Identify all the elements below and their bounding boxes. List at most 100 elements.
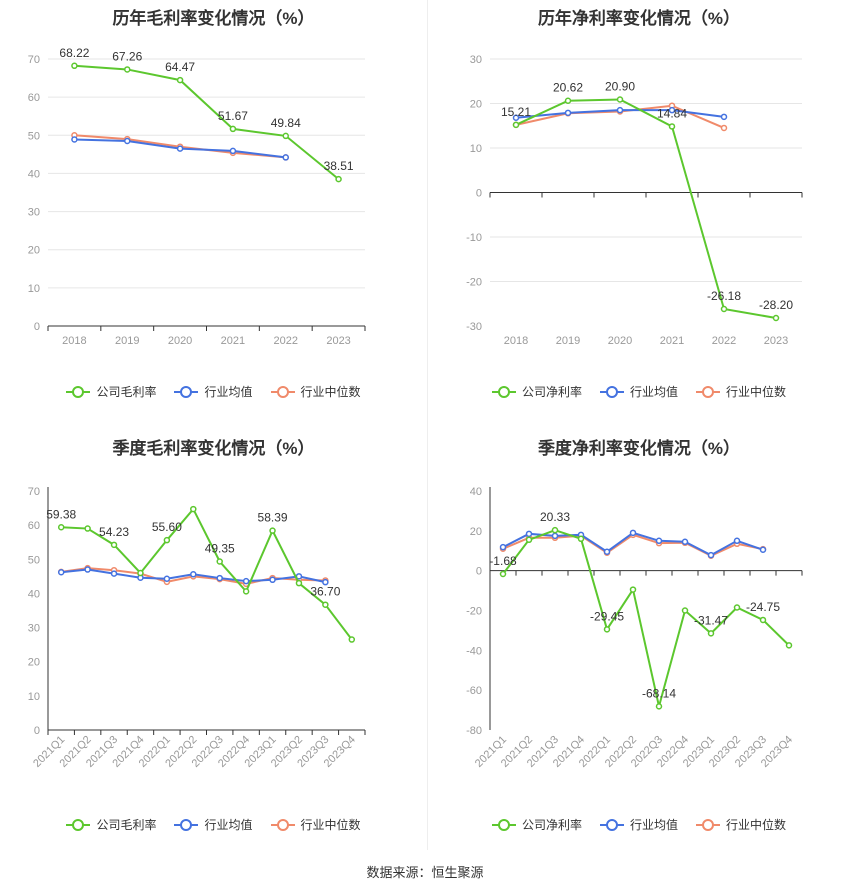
- y-tick-label: 30: [470, 54, 482, 66]
- data-point-avg: [163, 575, 171, 582]
- data-point-avg: [616, 106, 624, 114]
- y-tick-label: 60: [28, 520, 40, 532]
- legend-label: 行业中位数: [726, 818, 787, 832]
- data-point-avg: [269, 576, 276, 584]
- data-point-company: [322, 601, 329, 608]
- legend-item-avg[interactable]: 行业均值: [599, 383, 678, 400]
- data-point-company: [295, 579, 303, 587]
- legend-line-icon: [270, 385, 295, 398]
- data-point-company: [577, 535, 585, 543]
- y-tick-label: 20: [470, 526, 482, 538]
- legend-item-median[interactable]: 行业中位数: [696, 383, 786, 400]
- data-point-company: [163, 536, 171, 544]
- y-tick-label: 40: [28, 588, 40, 600]
- data-point-avg: [322, 578, 329, 586]
- y-tick-label: -10: [466, 232, 482, 244]
- y-tick-label: -40: [466, 645, 482, 657]
- data-point-company: [242, 588, 250, 595]
- y-tick-label: 30: [28, 623, 40, 635]
- data-point-company: [124, 66, 131, 73]
- legend-item-company[interactable]: 公司毛利率: [66, 816, 156, 833]
- x-tick-label: 2019: [556, 335, 580, 347]
- data-point-avg: [242, 577, 250, 585]
- x-tick-label: 2021: [221, 335, 245, 347]
- data-point-avg: [110, 570, 118, 577]
- data-point-company: [772, 314, 780, 322]
- data-point-company: [137, 569, 144, 577]
- data-point-avg: [512, 114, 520, 121]
- data-point-company: [733, 604, 741, 611]
- data-point-company: [616, 96, 624, 103]
- data-label: 59.38: [46, 507, 76, 521]
- y-tick-label: 30: [28, 207, 40, 219]
- data-point-company: [512, 121, 520, 129]
- x-tick-label: 2023: [326, 335, 350, 347]
- y-tick-label: -20: [466, 277, 482, 289]
- y-tick-label: 0: [476, 188, 482, 200]
- y-tick-label: 0: [476, 566, 482, 578]
- legend-line-icon: [491, 818, 516, 831]
- x-tick-label: 2018: [62, 335, 86, 347]
- data-label: 49.35: [205, 542, 235, 556]
- data-point-avg: [71, 136, 78, 143]
- legend-item-median[interactable]: 行业中位数: [270, 816, 361, 833]
- legend-label: 公司净利率: [521, 818, 582, 832]
- data-label: -68.14: [642, 686, 676, 700]
- legend-line-icon: [174, 818, 199, 831]
- data-point-company: [71, 62, 78, 70]
- data-point-company: [785, 642, 793, 649]
- data-point-avg: [733, 537, 741, 545]
- data-label: -1.68: [489, 554, 517, 568]
- data-label: -26.18: [707, 289, 741, 303]
- series-line-company: [515, 98, 777, 319]
- chart-title: 季度毛利率变化情况（%）: [112, 439, 315, 458]
- y-tick-label: 0: [34, 321, 40, 333]
- data-label: 20.62: [553, 81, 583, 95]
- legend-item-avg[interactable]: 行业均值: [174, 383, 253, 400]
- chart-legend: 公司毛利率 行业均值 行业中位数: [0, 383, 427, 400]
- chart-plot: -30 -20 -10 0 10 20 30 2018 2019 2020 2021 2022 2023…: [466, 54, 803, 347]
- data-point-avg: [282, 154, 289, 161]
- y-tick-label: 0: [34, 725, 40, 737]
- data-point-company: [269, 527, 276, 534]
- legend-label: 公司净利率: [521, 385, 582, 399]
- data-point-company: [720, 305, 728, 313]
- y-tick-label: -30: [466, 321, 482, 333]
- y-tick-label: 70: [28, 54, 40, 66]
- y-tick-label: 50: [28, 554, 40, 566]
- chart-quarterly-gross-margin: 季度毛利率变化情况（%） 0 10 20 30 40 50 60 70 2021Q1 2021Q2…: [0, 428, 427, 848]
- legend-item-avg[interactable]: 行业均值: [599, 816, 678, 833]
- x-tick-label: 2022: [274, 335, 298, 347]
- x-tick-label: 2020: [168, 335, 192, 347]
- data-point-company: [603, 626, 611, 633]
- x-tick-label: 2019: [115, 335, 139, 347]
- data-point-avg: [176, 145, 184, 152]
- chart-title: 历年净利率变化情况（%）: [537, 9, 741, 28]
- legend-item-median[interactable]: 行业中位数: [696, 816, 786, 833]
- y-tick-label: 10: [28, 283, 40, 295]
- data-label: 38.51: [324, 159, 354, 173]
- data-label: 20.90: [605, 79, 635, 93]
- legend-item-company[interactable]: 公司毛利率: [66, 383, 156, 400]
- data-label: 58.39: [258, 511, 288, 525]
- chart-annual-gross-margin: 历年毛利率变化情况（%） 0 10 20 30 40 50 60 70 2018 2019 2020…: [0, 0, 427, 420]
- data-point-company: [668, 123, 676, 130]
- data-label: 49.84: [271, 116, 301, 130]
- legend-line-icon: [599, 818, 624, 831]
- data-point-avg: [759, 546, 767, 554]
- y-tick-label: 20: [470, 99, 482, 111]
- legend-label: 行业均值: [204, 385, 253, 399]
- chart-plot: 0 10 20 30 40 50 60 70 2018 2019 2020 2021 2022 2023 6…: [28, 46, 366, 347]
- y-tick-label: 20: [28, 245, 40, 257]
- legend-label: 行业中位数: [300, 385, 361, 399]
- legend-line-icon: [599, 385, 624, 398]
- legend-item-avg[interactable]: 行业均值: [174, 816, 253, 833]
- legend-label: 行业均值: [629, 818, 678, 832]
- y-tick-label: 10: [28, 691, 40, 703]
- data-point-company: [655, 703, 663, 710]
- series-line-company: [74, 64, 340, 180]
- legend-item-company[interactable]: 公司净利率: [491, 816, 582, 833]
- legend-item-median[interactable]: 行业中位数: [270, 383, 361, 400]
- data-point-company: [190, 505, 197, 513]
- legend-item-company[interactable]: 公司净利率: [491, 383, 582, 400]
